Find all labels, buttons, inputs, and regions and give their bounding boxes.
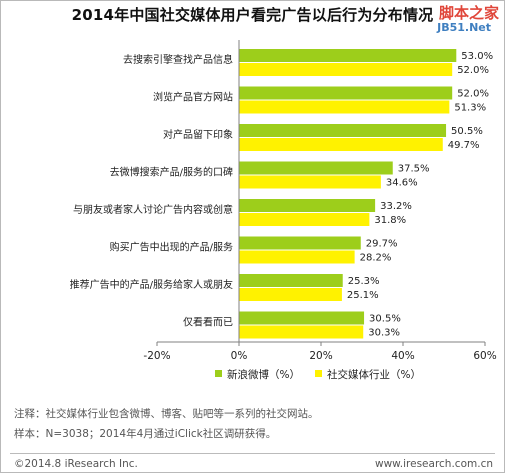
bar-s1: [239, 161, 393, 175]
value-label: 25.1%: [347, 290, 379, 301]
bar-s2: [239, 138, 443, 151]
category-label: 购买广告中出现的产品/服务: [110, 241, 233, 254]
bar-s2: [239, 288, 342, 301]
value-label: 51.3%: [454, 103, 486, 114]
footer-divider: [10, 453, 495, 454]
copyright-text: ©2014.8 iResearch Inc.: [14, 458, 138, 470]
bar-s1: [239, 124, 447, 137]
bar-s1: [239, 199, 376, 212]
category-label: 推荐广告中的产品/服务给家人或朋友: [70, 278, 233, 291]
bar-s2: [239, 63, 453, 76]
bar-s1: [239, 311, 365, 325]
legend-label: 社交媒体行业（%）: [327, 368, 421, 381]
value-label: 28.2%: [360, 253, 392, 264]
watermark-url: JB51.Net: [437, 21, 491, 34]
bar-s2: [239, 100, 450, 114]
website-text: www.iresearch.com.cn: [374, 458, 493, 470]
chart-title: 2014年中国社交媒体用户看完广告以后行为分布情况: [71, 6, 434, 24]
value-label: 31.8%: [374, 215, 406, 226]
value-label: 52.0%: [457, 65, 489, 76]
category-label: 去搜索引擎查找产品信息: [123, 53, 233, 66]
legend: 新浪微博（%） 社交媒体行业（%）: [215, 368, 421, 381]
category-labels: 去搜索引擎查找产品信息浏览产品官方网站对产品留下印象去微博搜索产品/服务的口碑与…: [70, 53, 233, 329]
category-label: 对产品留下印象: [163, 128, 233, 141]
value-labels: 53.0% 52.0% 52.0% 51.3% 50.5% 49.7% 37.5% 34.6%…: [347, 51, 493, 339]
x-tick-label: -20%: [143, 350, 170, 362]
value-label: 50.5%: [451, 126, 483, 137]
value-label: 25.3%: [348, 276, 380, 287]
category-label: 去微博搜索产品/服务的口碑: [110, 166, 233, 179]
value-label: 49.7%: [448, 140, 480, 151]
legend-swatch-s2: [315, 370, 322, 377]
legend-swatch-s1: [215, 370, 222, 377]
category-label: 浏览产品官方网站: [153, 91, 233, 104]
legend-label: 新浪微博（%）: [227, 368, 300, 381]
watermark-logo: 脚本之家: [438, 4, 499, 22]
value-label: 34.6%: [386, 178, 418, 189]
value-label: 37.5%: [398, 164, 430, 175]
bars-group: [239, 49, 457, 339]
x-tick-label: 20%: [309, 350, 332, 362]
bar-s2: [239, 213, 370, 226]
x-axis: -20% 0% 20% 40% 60%: [143, 40, 497, 362]
note-text: 注释：社交媒体行业包含微博、博客、贴吧等一系列的社交网站。: [14, 408, 319, 420]
bar-s1: [239, 236, 361, 250]
value-label: 53.0%: [461, 51, 493, 62]
category-label: 仅看看而已: [183, 316, 233, 329]
value-label: 30.3%: [368, 328, 400, 339]
bar-s1: [239, 86, 453, 100]
value-label: 29.7%: [366, 239, 398, 250]
x-tick-label: 0%: [231, 350, 248, 362]
bar-s2: [239, 250, 355, 264]
x-tick-label: 60%: [473, 350, 496, 362]
sample-text: 样本：N=3038；2014年4月通过iClick社区调研获得。: [14, 428, 277, 440]
category-label: 与朋友或者家人讨论广告内容或创意: [73, 203, 233, 216]
value-label: 52.0%: [457, 89, 489, 100]
bar-s1: [239, 49, 457, 62]
value-label: 33.2%: [380, 201, 412, 212]
x-tick-label: 40%: [391, 350, 414, 362]
bar-s2: [239, 175, 381, 189]
bar-s1: [239, 274, 343, 287]
value-label: 30.5%: [369, 314, 401, 325]
notes: 注释：社交媒体行业包含微博、博客、贴吧等一系列的社交网站。 样本：N=3038；…: [14, 404, 319, 444]
bar-s2: [239, 325, 364, 339]
bar-chart: 去搜索引擎查找产品信息浏览产品官方网站对产品留下印象去微博搜索产品/服务的口碑与…: [70, 40, 497, 381]
